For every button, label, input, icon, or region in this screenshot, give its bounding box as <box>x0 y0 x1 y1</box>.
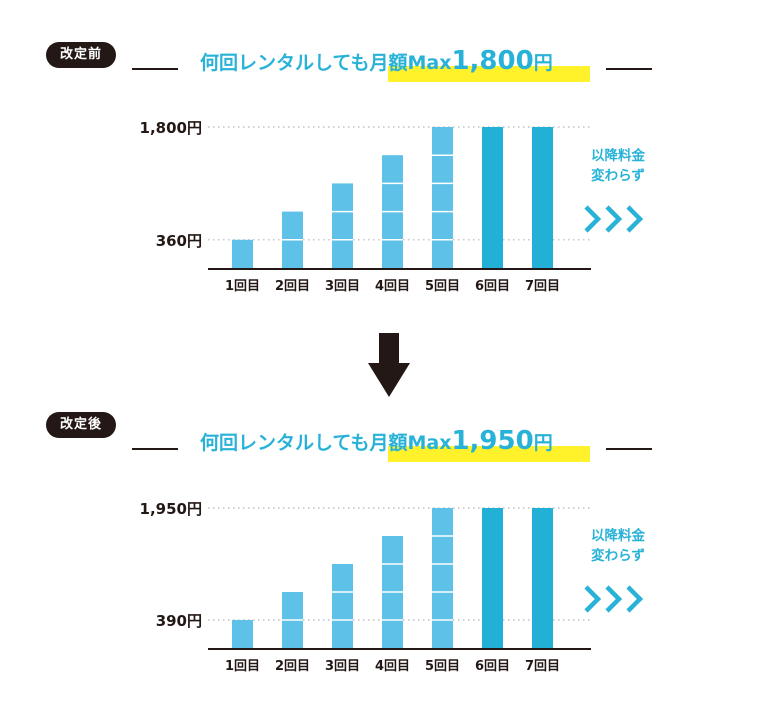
y-tick-label: 360円 <box>156 232 202 250</box>
bar <box>232 620 253 648</box>
headline-highlight <box>388 446 590 462</box>
headline-text: 何回レンタルしても月額Max <box>200 52 452 74</box>
side-note-line2: 変わらず <box>591 168 645 184</box>
bar-chart-before: 1,800円 360円 1回目 2回目 3回目 4回目 5回目 6回目 7回目 <box>140 119 591 294</box>
headline-unit: 円 <box>533 52 553 74</box>
side-note-line1: 以降料金 <box>591 148 645 164</box>
headline-rule-left <box>132 448 178 450</box>
bar <box>332 183 353 268</box>
bar <box>432 508 453 648</box>
headline-amount: 1,950 <box>451 426 534 456</box>
bar <box>482 508 503 648</box>
headline-text: 何回レンタルしても月額Max <box>200 432 452 454</box>
status-badge: 改定後 <box>46 412 116 438</box>
bar <box>232 239 253 268</box>
x-tick-label: 1回目 <box>225 279 260 294</box>
bar <box>482 127 503 268</box>
y-tick-label: 1,950円 <box>140 500 202 518</box>
headline-unit: 円 <box>533 432 553 454</box>
bar <box>432 127 453 268</box>
x-tick-label: 7回目 <box>525 659 560 674</box>
headline-highlight <box>388 66 590 82</box>
headline: 何回レンタルしても月額Max1,950円 <box>200 426 600 466</box>
headline-amount: 1,800 <box>451 46 534 76</box>
x-tick-label: 1回目 <box>225 659 260 674</box>
x-tick-label: 3回目 <box>325 659 360 674</box>
x-tick-label: 5回目 <box>425 279 460 294</box>
side-note: 以降料金 変わらず <box>578 526 658 566</box>
bar <box>532 127 553 268</box>
headline-rule-right <box>606 448 652 450</box>
x-tick-label: 3回目 <box>325 279 360 294</box>
side-note-line2: 変わらず <box>591 548 645 564</box>
triple-chevron-right-icon <box>584 205 644 233</box>
y-tick-label: 1,800円 <box>140 119 202 137</box>
x-tick-label: 5回目 <box>425 659 460 674</box>
bar-chart-after: 1,950円 390円 1回目 2回目 3回目 4回目 5回目 6回目 7回目 <box>140 500 591 674</box>
status-badge: 改定前 <box>46 42 116 68</box>
x-tick-label: 2回目 <box>275 659 310 674</box>
panel-after: 改定後 何回レンタルしても月額Max1,950円 1,950円 390円 1回目 2回… <box>0 408 768 708</box>
x-tick-label: 7回目 <box>525 279 560 294</box>
y-tick-label: 390円 <box>156 612 202 630</box>
triple-chevron-right-icon <box>584 585 644 613</box>
side-note-line1: 以降料金 <box>591 528 645 544</box>
side-note: 以降料金 変わらず <box>578 146 658 186</box>
x-tick-label: 4回目 <box>375 659 410 674</box>
headline: 何回レンタルしても月額Max1,800円 <box>200 46 600 86</box>
headline-rule-left <box>132 68 178 70</box>
panel-before: 改定前 何回レンタルしても月額Max1,800円 1,800円 360円 1回目 2回… <box>0 38 768 338</box>
x-tick-label: 2回目 <box>275 279 310 294</box>
x-tick-label: 6回目 <box>475 279 510 294</box>
bar <box>332 564 353 648</box>
bar <box>532 508 553 648</box>
headline-rule-right <box>606 68 652 70</box>
down-arrow-icon <box>368 333 410 397</box>
x-tick-label: 6回目 <box>475 659 510 674</box>
x-tick-label: 4回目 <box>375 279 410 294</box>
